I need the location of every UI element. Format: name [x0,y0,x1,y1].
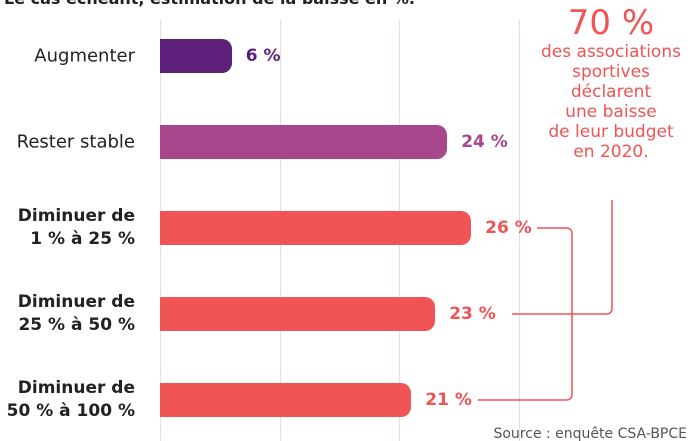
bar [160,39,232,73]
category-label: Diminuer de 1 % à 25 % [17,206,135,249]
value-label: 6 % [245,46,281,66]
value-label: 26 % [485,218,532,238]
bracket-line [572,200,613,315]
category-label: Diminuer de 50 % à 100 % [6,378,135,421]
chart-title: Le cas échéant, estimation de la baisse … [4,0,415,8]
value-label: 21 % [425,390,472,410]
category-label: Diminuer de 25 % à 50 % [17,292,135,335]
source: Source : enquête CSA-BPCE [493,426,687,441]
bar [160,125,448,159]
category-label: Augmenter [34,45,135,67]
value-label: 23 % [449,304,496,324]
annotation-figure: 70 % [567,3,655,43]
value-label: 24 % [461,132,508,152]
grid-line [519,20,520,441]
annotation-text: des associations sportives déclarent une… [541,42,681,162]
bar [160,211,472,245]
annotation: 70 % des associations sportives déclaren… [540,4,682,162]
category-label: Rester stable [16,131,135,153]
bar [160,297,436,331]
bar [160,383,412,417]
